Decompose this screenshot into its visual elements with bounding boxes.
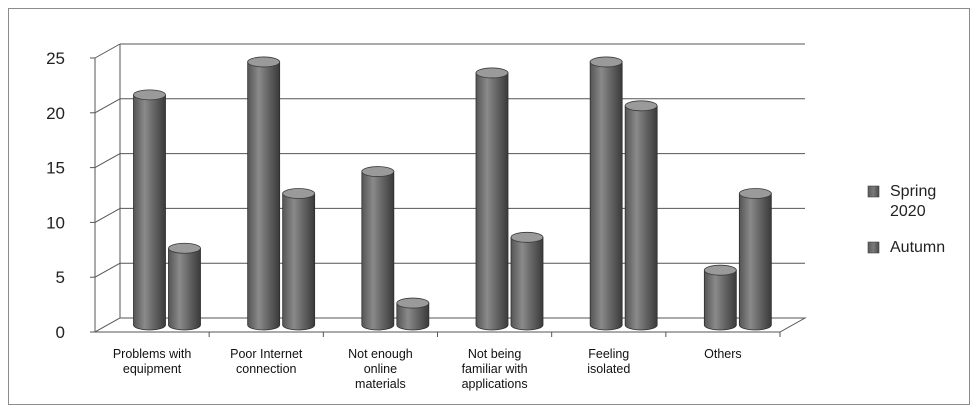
bar-body xyxy=(361,171,395,331)
bar-top xyxy=(396,297,430,309)
bar-top xyxy=(475,67,509,79)
gridline-diagonal xyxy=(94,43,121,59)
chart-frame xyxy=(8,8,970,405)
legend: Spring 2020 Autumn xyxy=(867,183,945,256)
gridline-diagonal xyxy=(94,262,121,278)
x-tick-label: Feeling isolated xyxy=(587,347,630,376)
bar-top xyxy=(133,89,166,101)
bar-top xyxy=(703,264,737,276)
bars xyxy=(133,56,772,331)
bar-body xyxy=(282,193,316,331)
bar-body xyxy=(168,247,201,331)
bar-top xyxy=(624,100,658,112)
bar xyxy=(589,56,623,331)
bar-body xyxy=(703,269,737,331)
y-tick-label: 20 xyxy=(46,104,65,123)
bar xyxy=(624,100,658,331)
bar xyxy=(510,231,544,331)
x-tick-label: Problems with equipment xyxy=(113,347,192,376)
bar xyxy=(133,89,166,331)
bar xyxy=(168,242,201,331)
bar xyxy=(703,264,737,331)
y-tick-label: 5 xyxy=(56,268,65,287)
y-tick-label: 15 xyxy=(46,159,65,178)
x-tick-label: Not enough online materials xyxy=(348,347,413,391)
bar-body xyxy=(738,193,772,331)
bar-body xyxy=(396,302,430,331)
bar-body xyxy=(589,61,623,331)
chart-floor xyxy=(93,317,807,333)
bar-top xyxy=(589,56,623,68)
bar xyxy=(475,67,509,331)
gridline-diagonal xyxy=(94,207,121,223)
gridline-diagonal xyxy=(94,153,121,169)
gridline-diagonal xyxy=(94,98,121,114)
bar-body xyxy=(133,94,166,331)
y-tick-label: 0 xyxy=(56,323,65,342)
bar-top xyxy=(247,56,281,68)
bar-top xyxy=(282,188,316,199)
bar-body xyxy=(510,236,544,331)
bar xyxy=(247,56,281,331)
x-tick-label: Others xyxy=(704,347,742,361)
y-tick-label: 10 xyxy=(46,213,65,232)
gridlines xyxy=(93,43,807,333)
bar xyxy=(396,297,430,331)
x-axis-labels: Problems with equipment Poor Internet conne… xyxy=(113,332,781,391)
bar xyxy=(361,166,395,331)
bar xyxy=(738,188,772,331)
bar-top xyxy=(738,188,772,199)
bar-top xyxy=(361,166,395,177)
bar-body xyxy=(247,61,281,331)
bar-top xyxy=(510,231,544,243)
bar-body xyxy=(475,72,509,331)
y-axis: 0 5 10 15 20 25 xyxy=(46,49,96,342)
bar-body xyxy=(624,105,658,331)
bar xyxy=(282,188,316,331)
legend-label: Spring 2020 xyxy=(890,183,936,220)
y-tick-label: 25 xyxy=(46,49,65,68)
x-tick-label: Poor Internet connection xyxy=(230,347,303,376)
legend-label: Autumn xyxy=(890,239,945,256)
bar-top xyxy=(168,242,201,254)
x-tick-label: Not being familiar with applications xyxy=(462,347,528,391)
legend-swatch xyxy=(867,185,880,198)
legend-swatch xyxy=(867,241,880,254)
